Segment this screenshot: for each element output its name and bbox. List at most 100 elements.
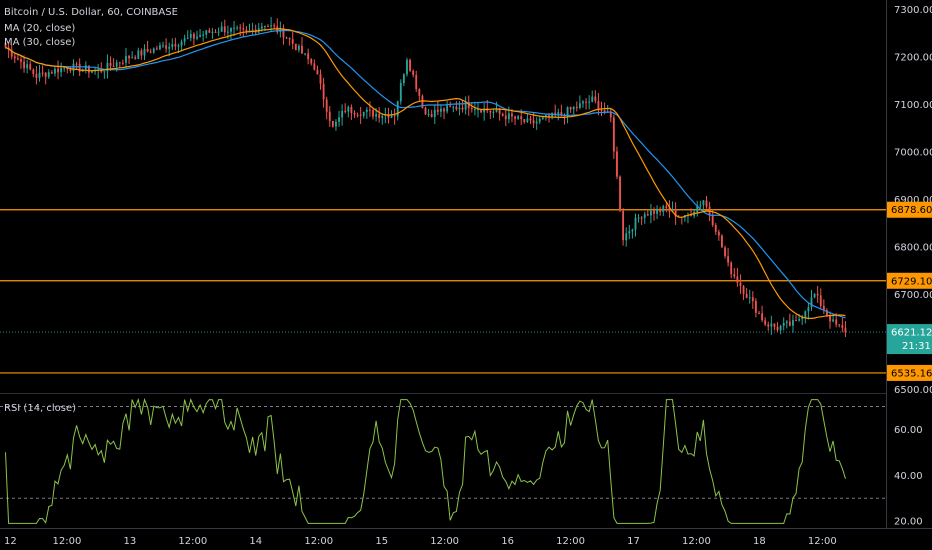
candle[interactable] [538,115,541,125]
candle[interactable] [273,23,276,29]
candle[interactable] [230,27,232,40]
horizontal-lines[interactable] [0,209,886,374]
candle[interactable] [637,214,640,223]
candle[interactable] [159,42,161,51]
candle[interactable] [128,54,130,65]
candle[interactable] [717,229,720,241]
candle[interactable] [162,41,164,48]
candle[interactable] [189,29,192,42]
candle[interactable] [560,104,563,117]
candle[interactable] [236,25,239,31]
candle[interactable] [406,57,408,77]
candle[interactable] [288,37,291,46]
candle[interactable] [381,113,384,125]
candle[interactable] [149,48,152,54]
candle[interactable] [838,324,841,328]
candle[interactable] [310,58,313,66]
candle[interactable] [152,47,155,54]
candle[interactable] [26,59,29,74]
candle[interactable] [477,103,479,118]
candle[interactable] [344,103,347,114]
candle[interactable] [174,37,177,51]
candle[interactable] [653,207,655,221]
candle[interactable] [492,109,495,118]
candle[interactable] [622,208,625,246]
candle[interactable] [192,32,195,46]
candle[interactable] [585,98,587,110]
candle[interactable] [498,107,501,121]
candle[interactable] [196,30,198,41]
candle[interactable] [501,112,504,117]
candle[interactable] [529,115,532,124]
candle[interactable] [47,69,50,79]
candle[interactable] [75,61,78,69]
candle[interactable] [372,108,374,120]
candle[interactable] [730,261,733,279]
candle[interactable] [773,323,776,331]
candle[interactable] [35,66,38,85]
candle[interactable] [106,54,109,79]
candle[interactable] [711,210,714,227]
candle[interactable] [335,119,337,131]
candle[interactable] [819,288,822,310]
candle[interactable] [402,73,405,87]
candle[interactable] [134,55,137,60]
candle[interactable] [121,59,124,66]
candle[interactable] [523,119,526,124]
candle[interactable] [751,291,754,309]
candle[interactable] [217,27,220,37]
candle[interactable] [517,114,520,120]
candle[interactable] [282,24,285,45]
ma20-line[interactable] [5,28,846,319]
candle[interactable] [767,321,770,331]
candle[interactable] [470,101,473,113]
candle[interactable] [131,51,134,59]
candle[interactable] [489,110,492,119]
candle[interactable] [103,71,106,79]
candle[interactable] [430,109,433,118]
candle[interactable] [57,60,59,80]
candle[interactable] [267,24,269,28]
candle[interactable] [307,48,310,65]
candle[interactable] [483,102,486,121]
candle[interactable] [301,37,303,54]
ma30-line[interactable] [5,29,846,319]
candle[interactable] [393,108,396,125]
candle[interactable] [146,40,149,53]
candle[interactable] [674,202,677,225]
candle[interactable] [112,58,115,68]
candle[interactable] [733,268,736,279]
candle[interactable] [625,227,628,247]
candle[interactable] [504,108,507,127]
candle[interactable] [495,101,498,113]
candle[interactable] [554,104,557,118]
candle[interactable] [551,112,554,120]
candle[interactable] [649,204,652,224]
candle[interactable] [748,289,751,304]
candle[interactable] [721,234,723,248]
candle[interactable] [13,53,16,64]
candle[interactable] [316,65,319,75]
candle[interactable] [180,39,183,51]
candle[interactable] [23,55,25,73]
candle[interactable] [202,30,205,42]
candle[interactable] [758,310,760,315]
candle[interactable] [223,19,226,36]
candle[interactable] [171,38,174,51]
candle[interactable] [628,224,631,240]
candle[interactable] [325,96,328,120]
candle[interactable] [359,106,362,124]
candle[interactable] [245,26,248,35]
candle[interactable] [742,285,745,300]
candle[interactable] [63,67,66,72]
candle[interactable] [378,107,381,123]
candle[interactable] [745,288,748,299]
candle[interactable] [390,110,393,119]
candle[interactable] [844,321,847,337]
candle[interactable] [464,96,467,115]
time-axis[interactable]: 12 12:00 13 12:00 14 12:00 15 12:00 16 12:00 17 12:… [4,536,837,547]
candle[interactable] [20,56,22,69]
candle[interactable] [443,107,445,120]
candle[interactable] [365,107,368,119]
